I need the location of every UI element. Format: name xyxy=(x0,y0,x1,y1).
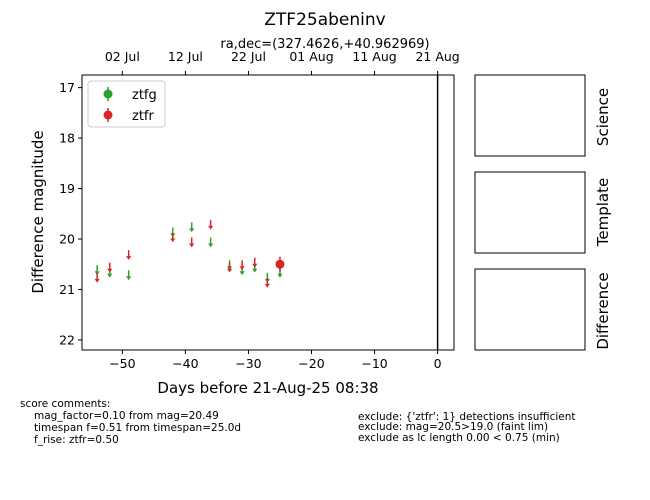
x-axis-label: Days before 21-Aug-25 08:38 xyxy=(157,379,378,397)
ztfr-upper-limit-arrow xyxy=(252,257,258,268)
score-comment-line: timespan f=0.51 from timespan=25.0d xyxy=(34,422,242,434)
science-label: Science xyxy=(594,88,612,146)
score-comments-heading: score comments: xyxy=(20,398,111,410)
difference-label: Difference xyxy=(594,272,612,349)
x-tick-label: −30 xyxy=(235,356,261,371)
top-tick-label: 22 Jul xyxy=(231,49,266,64)
template-label: Template xyxy=(594,178,612,247)
top-date-axis-ticks: 02 Jul 12 Jul 22 Jul 01 Aug 11 Aug 21 Aug xyxy=(105,49,460,75)
legend-label-ztfr: ztfr xyxy=(132,109,154,124)
ztfr-upper-limit-arrow xyxy=(170,232,176,243)
top-tick-label: 02 Jul xyxy=(105,49,140,64)
y-axis-ticks: 17 18 19 20 21 22 xyxy=(59,80,82,347)
ztfg-upper-limit-arrow xyxy=(126,270,132,281)
top-tick-label: 21 Aug xyxy=(415,49,459,64)
legend-label-ztfg: ztfg xyxy=(132,88,157,103)
ztfr-upper-limit-arrow xyxy=(94,272,100,283)
exclude-comment-line: exclude: {'ztfr': 1} detections insuffic… xyxy=(358,411,576,423)
y-tick-label: 22 xyxy=(59,332,75,347)
top-tick-label: 01 Aug xyxy=(289,49,333,64)
chart-title: ZTF25abeninv xyxy=(264,10,385,30)
ztfr-upper-limit-arrow xyxy=(264,277,270,288)
template-cutout xyxy=(474,171,586,254)
ztfr-upper-limit-arrow xyxy=(208,219,214,230)
ztfr-upper-limit-arrow xyxy=(189,237,195,248)
top-tick-label: 12 Jul xyxy=(168,49,203,64)
ztfr-detection-point xyxy=(275,256,285,272)
exclude-comment-line: exclude: mag=20.5>19.0 (faint lim) xyxy=(358,421,549,433)
y-tick-label: 19 xyxy=(59,181,75,196)
ztfg-upper-limit-arrow xyxy=(189,222,195,233)
score-comment-line: f_rise: ztfr=0.50 xyxy=(34,434,119,446)
x-tick-label: −10 xyxy=(361,356,387,371)
data-points xyxy=(94,219,285,288)
legend: ztfg ztfr xyxy=(87,80,166,128)
plot-frame xyxy=(81,74,455,351)
legend-marker-ztfg xyxy=(103,87,113,101)
ztfr-upper-limit-arrow xyxy=(226,262,233,273)
legend-marker-ztfr xyxy=(103,108,113,122)
science-cutout xyxy=(474,74,586,157)
y-tick-label: 18 xyxy=(59,131,75,146)
x-tick-label: −50 xyxy=(109,356,135,371)
difference-cutout xyxy=(474,268,586,351)
y-tick-label: 21 xyxy=(59,282,75,297)
top-tick-label: 11 Aug xyxy=(352,49,396,64)
score-comment-line: mag_factor=0.10 from mag=20.49 xyxy=(34,410,219,422)
x-axis-ticks: −50 −40 −30 −20 −10 0 xyxy=(109,350,442,371)
ztfr-upper-limit-arrow xyxy=(107,262,113,273)
exclude-comment-line: exclude as lc length 0.00 < 0.75 (min) xyxy=(358,432,560,444)
x-tick-label: −40 xyxy=(172,356,198,371)
ztfr-upper-limit-arrow xyxy=(126,250,132,260)
y-tick-label: 17 xyxy=(59,80,75,95)
x-tick-label: −20 xyxy=(298,356,324,371)
chart-subtitle: ra,dec=(327.4626,+40.962969) xyxy=(220,37,429,52)
y-tick-label: 20 xyxy=(59,231,75,246)
x-tick-label: 0 xyxy=(434,356,442,371)
ztfr-upper-limit-arrow xyxy=(239,260,245,271)
ztfg-upper-limit-arrow xyxy=(208,237,214,248)
y-axis-label: Difference magnitude xyxy=(29,130,47,293)
